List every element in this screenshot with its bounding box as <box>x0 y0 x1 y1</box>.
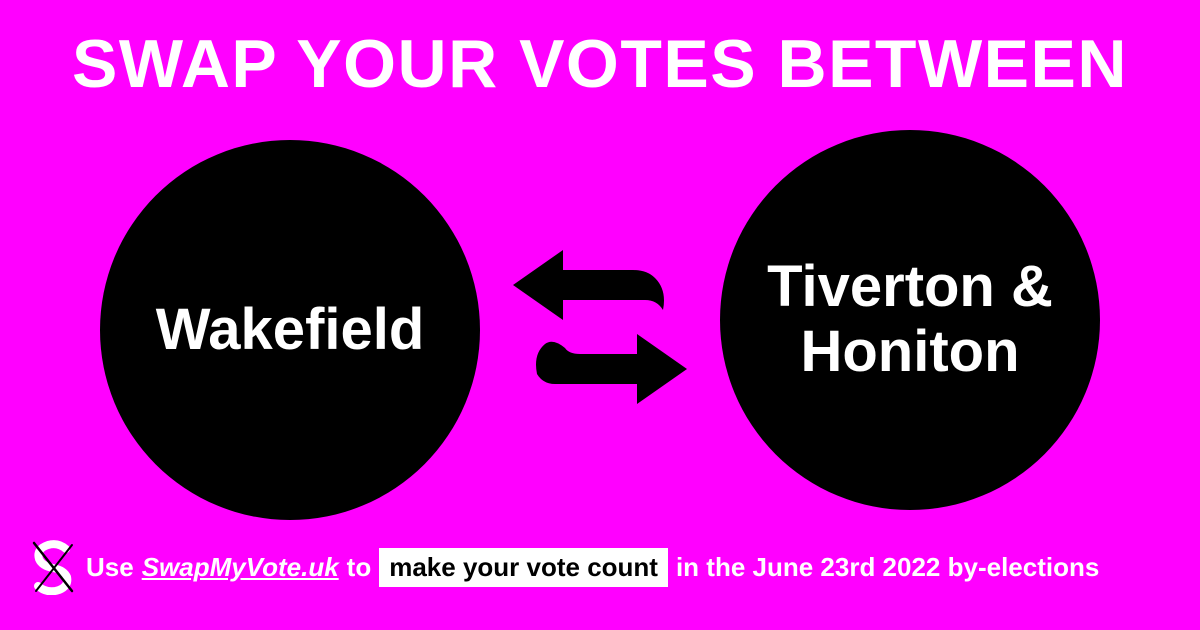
swapmyvote-link[interactable]: SwapMyVote.uk <box>141 551 339 582</box>
constituency-circle-right: Tiverton & Honiton <box>720 130 1100 510</box>
constituency-name-right-line1: Tiverton & <box>767 254 1053 320</box>
footer-tail-text: in the June 23rd 2022 by-elections <box>675 551 1100 582</box>
constituency-name-left-text: Wakefield <box>155 296 425 362</box>
footer-to-text: to <box>346 551 372 582</box>
constituency-name-left: Wakefield <box>155 296 425 363</box>
arrow-right-shape <box>536 334 687 404</box>
arrow-left-shape <box>513 250 664 320</box>
footer-use-text: Use <box>86 551 134 582</box>
constituency-name-right-line2: Honiton <box>800 319 1020 384</box>
footer-tagline: Use SwapMyVote.uk to make your vote coun… <box>30 537 1180 597</box>
footer-highlight-badge: make your vote count <box>379 547 668 587</box>
swapmyvote-logo-icon <box>32 540 74 595</box>
constituency-circle-left: Wakefield <box>100 140 480 520</box>
swap-arrows-icon <box>513 250 687 404</box>
headline: SWAP YOUR VOTES BETWEEN <box>72 26 1128 102</box>
constituency-name-right: Tiverton & Honiton <box>767 254 1053 385</box>
